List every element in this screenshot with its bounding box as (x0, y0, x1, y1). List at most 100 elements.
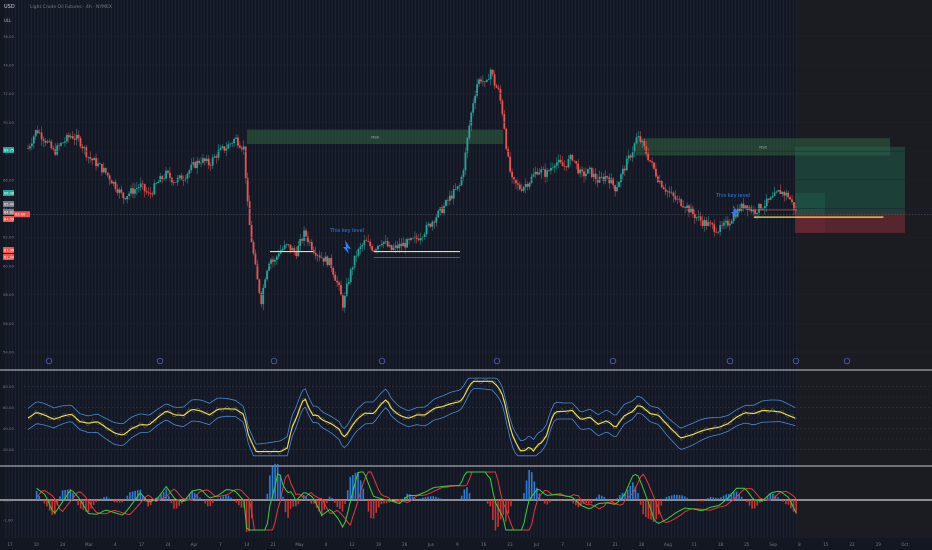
candle-body (36, 130, 39, 134)
candle-body (340, 285, 342, 296)
candle-body (402, 242, 405, 247)
candle-body (656, 176, 659, 183)
candle-body (165, 170, 167, 179)
candle-body (721, 225, 723, 226)
candle-body (293, 248, 296, 252)
osc-histogram (51, 500, 53, 515)
time-tick: 24 (165, 542, 171, 547)
price-tag (3, 254, 14, 260)
candle-body (517, 183, 519, 185)
event-markers[interactable] (45, 357, 851, 365)
candle-body (244, 146, 247, 179)
osc-histogram (142, 495, 144, 500)
candle-body (482, 81, 484, 82)
candle-body (660, 181, 663, 188)
osc-histogram (225, 494, 227, 500)
osc-histogram (362, 488, 365, 500)
candle-body (417, 238, 420, 241)
candle-body (536, 171, 539, 175)
osc-histogram (134, 490, 136, 500)
osc-histogram (331, 497, 333, 500)
price-tick: 58.00 (3, 292, 14, 297)
osc-histogram (126, 495, 129, 500)
event-marker[interactable] (609, 357, 617, 365)
osc-histogram (494, 500, 497, 531)
candle-body (760, 203, 762, 210)
candle-body (526, 184, 529, 187)
osc-histogram (720, 497, 722, 500)
candle-body (83, 147, 86, 149)
candle-body (555, 162, 558, 166)
candle-body (328, 258, 331, 266)
candle-body (616, 187, 618, 192)
candle-body (44, 140, 47, 143)
candle-body (726, 220, 729, 226)
candle-body (612, 178, 615, 186)
time-tick: 18 (718, 542, 724, 547)
time-tick: 8 (798, 542, 801, 547)
osc-histogram (460, 495, 463, 500)
osc-histogram (634, 486, 637, 500)
candle-body (713, 224, 716, 232)
candle-body (429, 223, 432, 227)
osc-histogram (424, 497, 427, 500)
candle-body (392, 247, 395, 250)
osc-histogram (486, 500, 489, 504)
osc-histogram (354, 472, 357, 500)
candle-body (301, 238, 304, 241)
osc-histogram (663, 498, 665, 500)
event-marker[interactable] (792, 357, 800, 365)
osc-histogram (774, 495, 777, 500)
osc-histogram (323, 500, 326, 510)
time-tick: 26 (402, 542, 408, 547)
osc-histogram (772, 493, 774, 500)
candle-body (608, 177, 611, 184)
event-marker[interactable] (843, 357, 851, 365)
candle-body (161, 176, 164, 180)
osc-histogram (53, 500, 56, 515)
candle-body (483, 81, 486, 82)
osc-histogram (168, 496, 170, 500)
candle-body (112, 181, 115, 184)
osc-histogram (753, 500, 756, 509)
candle-body (406, 239, 408, 248)
osc-histogram (468, 493, 471, 500)
event-marker[interactable] (45, 357, 53, 365)
osc-histogram (427, 496, 429, 500)
osc-histogram (613, 500, 616, 502)
rsi-line (27, 380, 796, 453)
osc-histogram (463, 489, 466, 500)
price-tags: 69.75 66.98 65.40 64.82 64.33 61.96 61.34 63.60 (3, 147, 30, 260)
event-marker[interactable] (493, 357, 501, 365)
symbol-label[interactable]: USD (4, 4, 15, 10)
candle-body (349, 269, 352, 282)
osc-histogram (712, 497, 714, 500)
candle-body (312, 249, 315, 253)
candle-body (441, 207, 443, 213)
osc-histogram (160, 494, 162, 500)
candle-body (89, 156, 92, 159)
candle-body (242, 146, 245, 150)
candle-body (447, 200, 449, 201)
osc-histogram (199, 497, 201, 500)
price-tag-text: 64.82 (4, 210, 14, 214)
candle-body (91, 158, 94, 161)
osc-histogram (411, 496, 414, 500)
price-tag-text: 66.98 (4, 191, 14, 195)
osc-histogram (683, 496, 686, 500)
candle-body (592, 173, 595, 178)
event-marker[interactable] (270, 357, 278, 365)
candle-body (186, 173, 189, 179)
time-tick: 15 (823, 542, 829, 547)
osc-histogram (196, 495, 199, 500)
osc-histogram (320, 500, 323, 517)
osc-histogram (759, 500, 761, 503)
osc-histogram (289, 500, 292, 509)
candle-body (235, 137, 237, 139)
event-marker[interactable] (378, 357, 386, 365)
candle-body (299, 238, 302, 246)
candle-body (227, 144, 230, 149)
event-marker[interactable] (726, 357, 734, 365)
event-marker[interactable] (156, 357, 164, 365)
